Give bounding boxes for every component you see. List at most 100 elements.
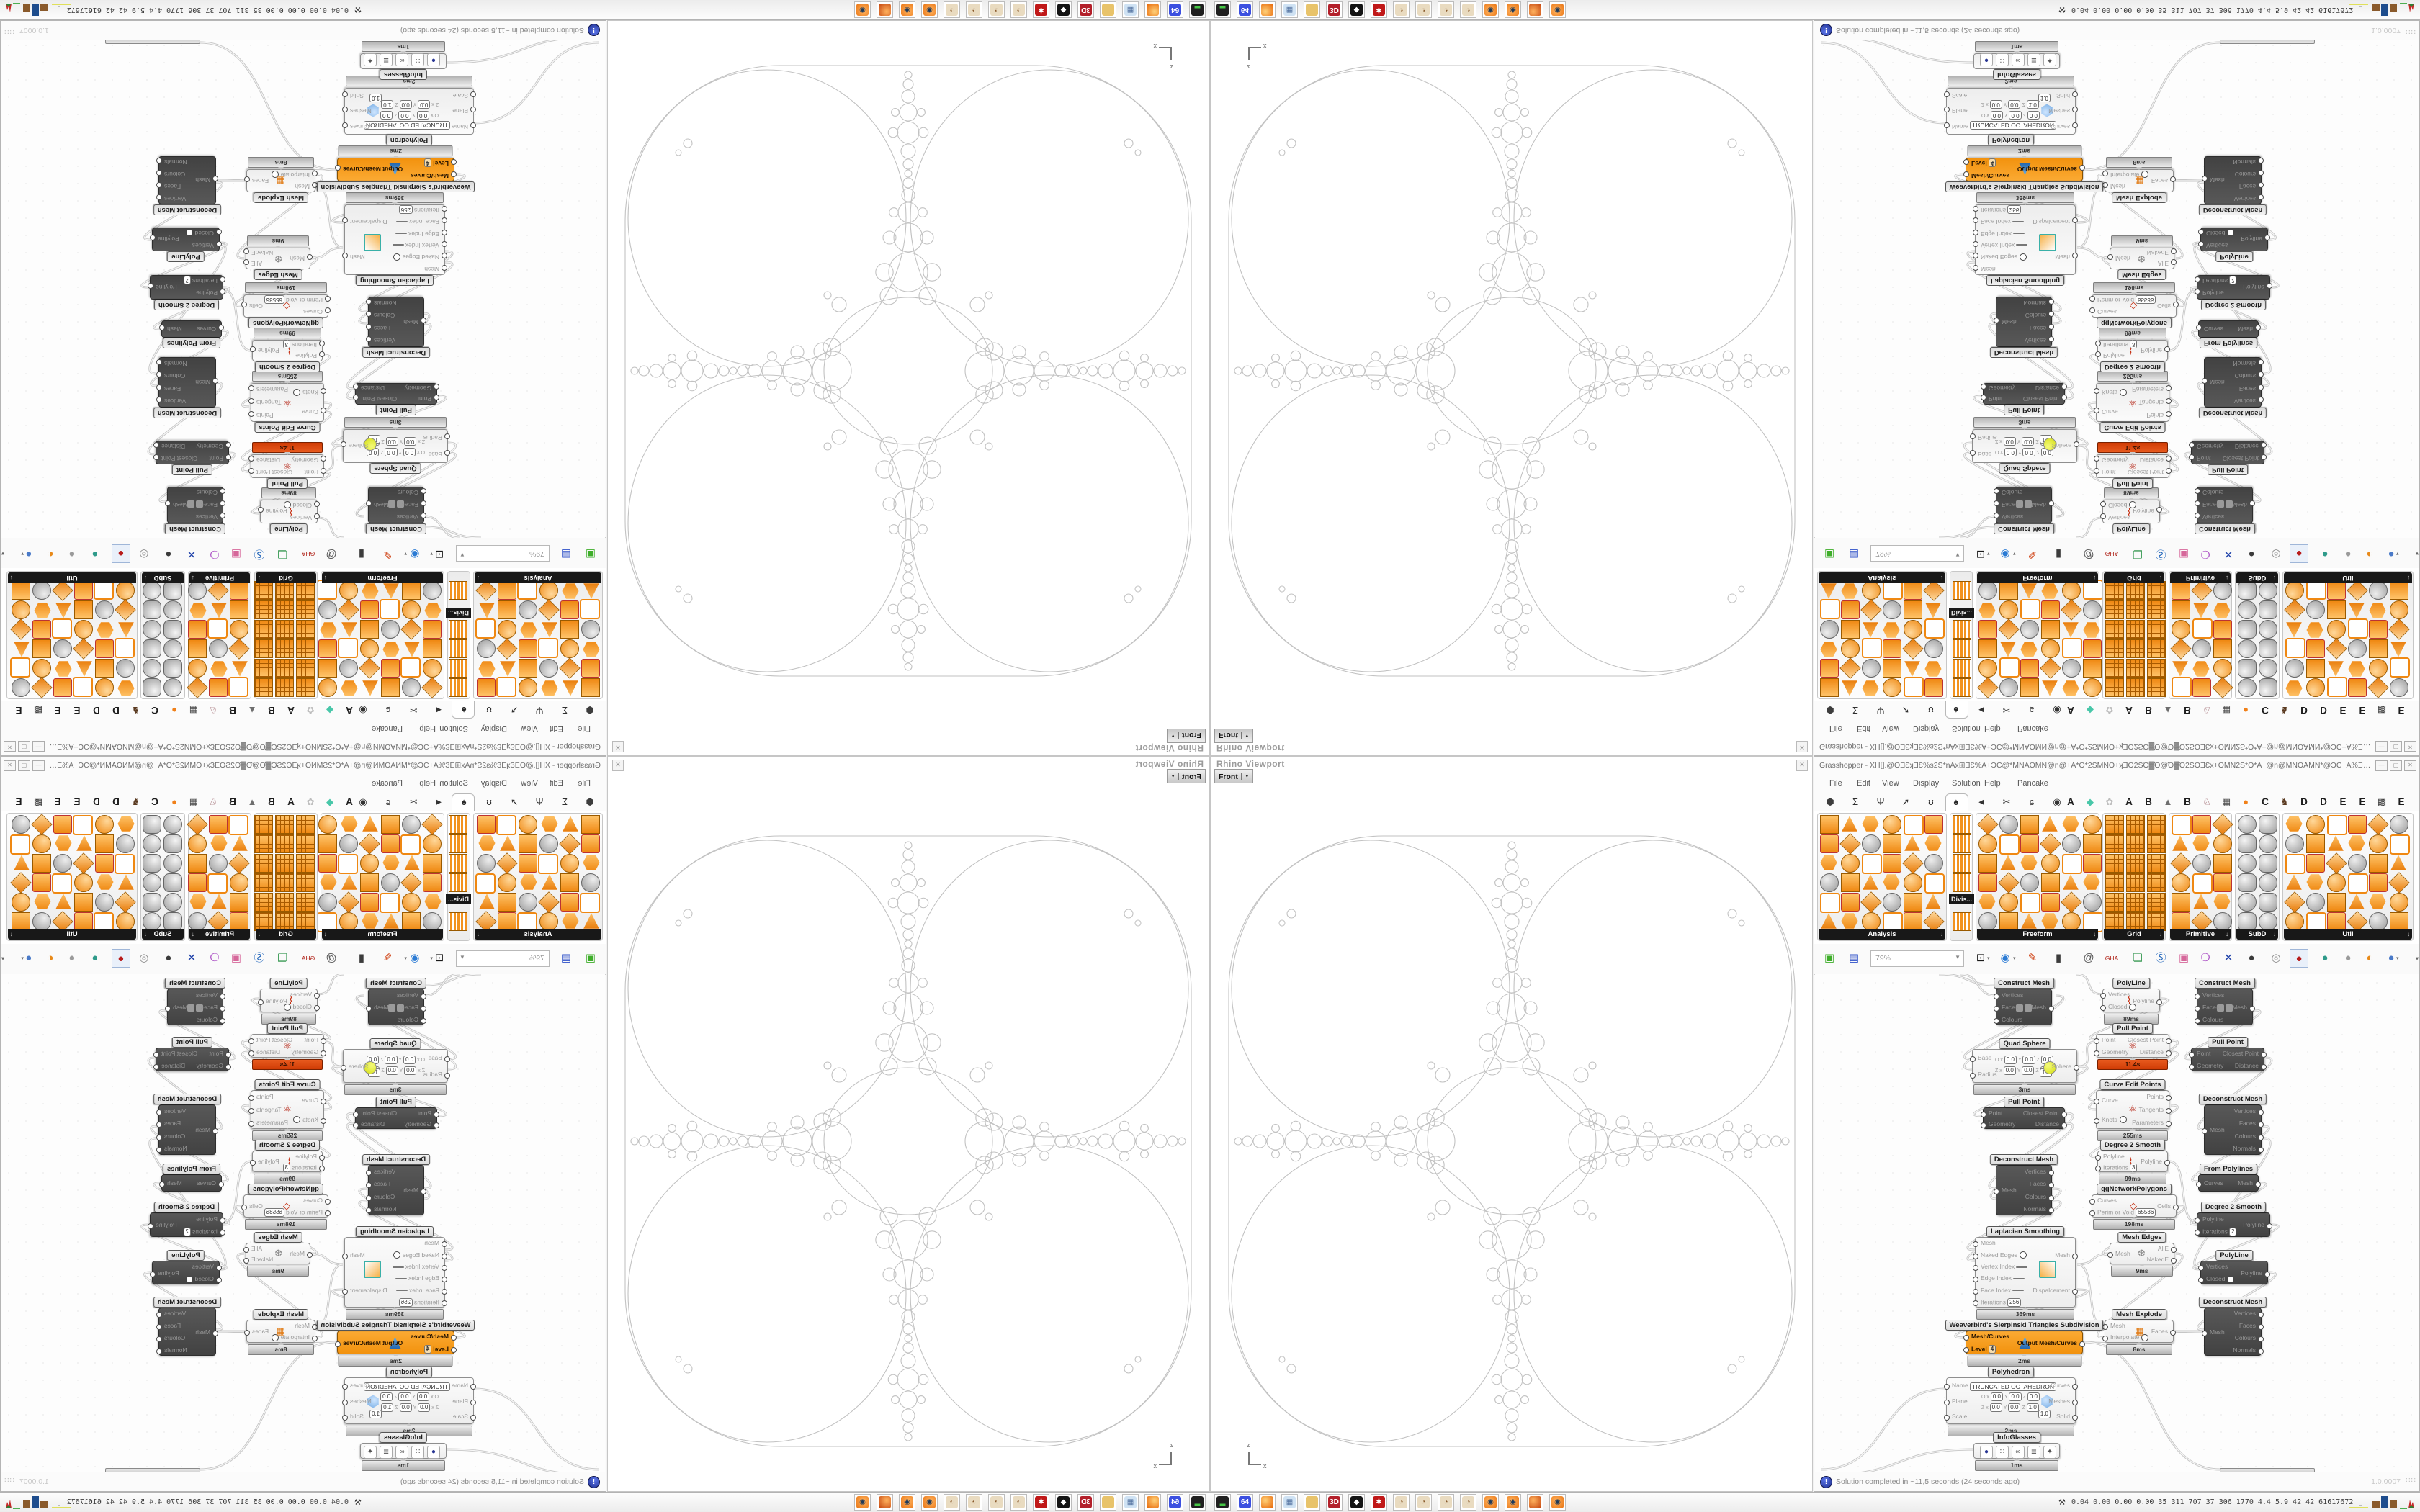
output-port[interactable] <box>342 91 348 97</box>
ribbon-icon[interactable] <box>560 873 579 892</box>
ribbon-icon[interactable] <box>1924 854 1943 873</box>
output-port[interactable] <box>2166 467 2172 474</box>
tab-plugin-mountain[interactable]: ▲ <box>2163 705 2173 716</box>
infoglasses-icon-2[interactable]: ∞ <box>2012 53 2025 66</box>
ribbon-icon[interactable] <box>320 621 337 639</box>
output-port[interactable] <box>153 442 159 449</box>
ribbon-icon[interactable] <box>143 854 161 873</box>
input-port[interactable] <box>1944 107 1950 113</box>
ribbon-icon[interactable] <box>2041 582 2058 600</box>
tab-plugin-e3[interactable]: E <box>2398 796 2405 807</box>
infoglasses-icon-2[interactable]: ∞ <box>2012 1446 2025 1459</box>
output-port[interactable] <box>2079 1341 2085 1347</box>
input-port[interactable] <box>2196 1182 2202 1187</box>
input-port[interactable] <box>1981 1111 1986 1117</box>
ribbon-icon[interactable] <box>1924 873 1945 894</box>
output-port[interactable] <box>156 1324 162 1331</box>
ribbon-group-label[interactable]: Grid ↓ <box>2104 929 2164 940</box>
ribbon-icon[interactable] <box>2020 893 2040 913</box>
paint-palette-icon-1[interactable]: ◔ <box>1010 1 1027 18</box>
value-chip[interactable]: 3 <box>2129 1163 2138 1172</box>
value-chip[interactable]: 1.0 <box>369 1409 382 1418</box>
input-port[interactable] <box>1973 1277 1978 1283</box>
ribbon-icon[interactable] <box>2192 835 2210 851</box>
ribbon-icon[interactable] <box>2105 873 2124 892</box>
ribbon-icon[interactable] <box>2062 581 2081 600</box>
value-chip[interactable] <box>2012 1290 2025 1292</box>
ribbon-icon[interactable] <box>12 600 30 619</box>
output-port[interactable] <box>2258 384 2264 390</box>
gh-component-construct-mesh[interactable]: Vertices Faces Colours Mesh <box>165 487 225 523</box>
tab-plugin-b1[interactable]: B <box>268 796 275 807</box>
output-port[interactable] <box>2166 411 2172 417</box>
input-port[interactable] <box>220 1229 225 1236</box>
ribbon-icon[interactable] <box>2213 894 2231 909</box>
input-port[interactable] <box>212 1330 218 1336</box>
ribbon-icon[interactable] <box>498 581 516 600</box>
ribbon-icon[interactable] <box>2285 659 2304 678</box>
ribbon-icon[interactable] <box>231 834 248 852</box>
output-port[interactable] <box>156 359 162 365</box>
input-port[interactable] <box>314 513 320 519</box>
gh-component-mesh-explode[interactable]: Mesh Interpolate Faces ▦ <box>244 1320 318 1343</box>
output-port[interactable] <box>153 454 159 460</box>
ribbon-icon[interactable] <box>1862 659 1881 678</box>
input-port[interactable] <box>314 501 320 508</box>
input-port[interactable] <box>220 513 225 519</box>
ribbon-icon[interactable] <box>359 833 380 855</box>
output-port[interactable] <box>156 372 162 378</box>
output-port[interactable] <box>2048 336 2054 343</box>
menu-help[interactable]: Help <box>419 779 436 788</box>
value-chip[interactable] <box>395 1290 408 1292</box>
firefox-icon[interactable] <box>1144 1 1161 18</box>
output-port[interactable] <box>2171 1257 2177 1264</box>
ribbon-icon[interactable] <box>2284 599 2305 621</box>
value-chip[interactable] <box>395 1277 407 1279</box>
ribbon-icon[interactable] <box>2061 891 2082 913</box>
ribbon-icon[interactable] <box>2238 600 2257 619</box>
value-chip[interactable]: 4 <box>424 1344 432 1354</box>
sphere-outline-button[interactable]: ◎ <box>2271 952 2281 964</box>
input-port[interactable] <box>1981 384 1986 390</box>
gh-component-deconstruct-mesh[interactable]: Mesh Vertices Faces Colours Normals <box>366 297 426 347</box>
ribbon-icon[interactable] <box>539 834 558 853</box>
tab-intersect[interactable]: ◄ <box>434 796 444 807</box>
ribbon-icon[interactable] <box>2041 639 2060 658</box>
ribbon-icon[interactable] <box>95 854 114 873</box>
ribbon-icon[interactable] <box>2083 874 2100 890</box>
input-port[interactable] <box>470 1415 476 1421</box>
ribbon-icon[interactable] <box>1924 678 1943 697</box>
ribbon-icon[interactable] <box>188 581 207 600</box>
ribbon-icon[interactable] <box>496 677 516 697</box>
input-port[interactable] <box>442 264 447 271</box>
infoglasses-icon-0[interactable]: ● <box>427 53 440 66</box>
ribbon-icon[interactable] <box>296 581 315 600</box>
tab-plugin-shield[interactable]: ♘ <box>2202 796 2211 807</box>
ribbon-icon[interactable] <box>2126 600 2145 619</box>
input-port[interactable] <box>2196 325 2202 330</box>
ribbon-icon[interactable] <box>2348 618 2368 639</box>
vector-chip[interactable]: 1.0 <box>381 100 394 109</box>
ribbon-icon[interactable] <box>275 854 294 873</box>
ribbon-icon[interactable] <box>2170 852 2192 874</box>
ribbon-icon[interactable] <box>1953 815 1971 834</box>
ribbon-icon[interactable] <box>163 659 182 678</box>
ribbon-icon[interactable] <box>275 659 294 678</box>
ribbon-icon[interactable] <box>1953 581 1971 600</box>
ribbon-icon[interactable] <box>362 815 379 832</box>
output-port[interactable] <box>2164 1160 2170 1166</box>
output-port[interactable] <box>2156 999 2162 1005</box>
ribbon-icon[interactable] <box>10 872 32 894</box>
input-port[interactable] <box>470 1383 476 1390</box>
ribbon-icon[interactable] <box>254 893 273 912</box>
gha-button[interactable]: GHA <box>2105 550 2119 557</box>
ribbon-icon[interactable] <box>1978 834 1997 853</box>
ribbon-group-label[interactable]: Util ↓ <box>8 929 136 940</box>
ribbon-icon[interactable] <box>73 852 94 874</box>
resize-grip[interactable]: ∷∷ <box>2406 1477 2416 1485</box>
chevron-down-icon[interactable]: ▾ <box>1987 956 1990 961</box>
ribbon-icon[interactable] <box>1953 659 1971 678</box>
input-port[interactable] <box>1973 241 1978 248</box>
ribbon-icon[interactable] <box>2126 873 2145 892</box>
ribbon-icon[interactable] <box>2349 894 2365 909</box>
